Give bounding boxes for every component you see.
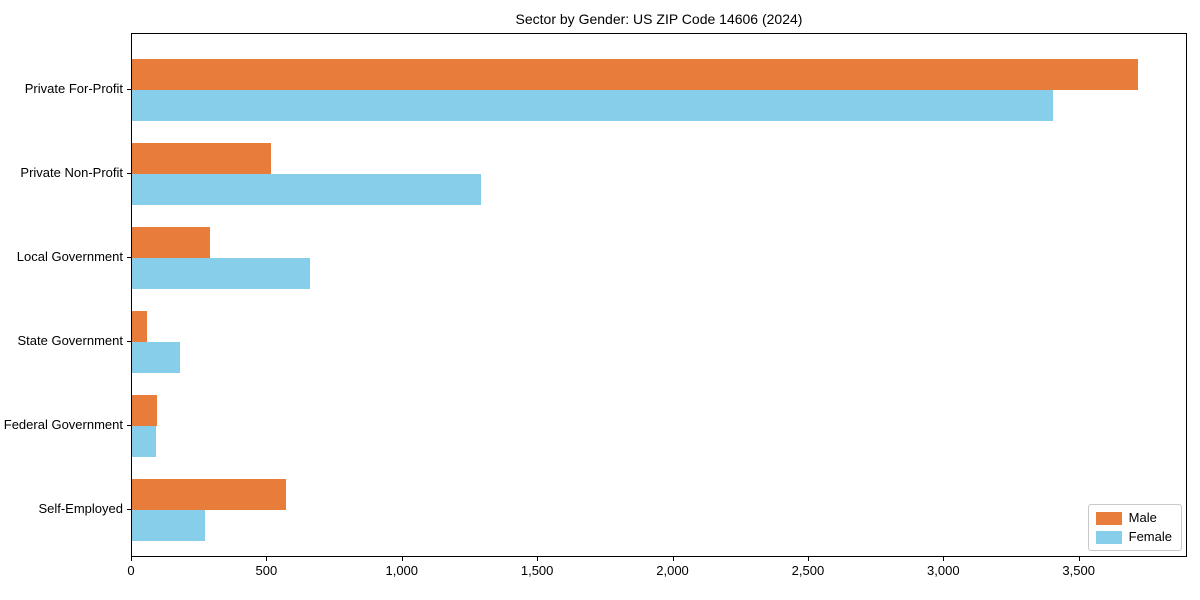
bar-male-self-employed — [132, 478, 287, 510]
bar-female-private-non-profit — [132, 173, 481, 205]
y-tick-label-local-government: Local Government — [16, 248, 123, 264]
x-tick-label-3-500: 3,500 — [1062, 563, 1095, 578]
legend-swatch-male-icon — [1095, 511, 1122, 525]
x-tick-label-1-000: 1,000 — [385, 563, 419, 578]
legend-label-female: Female — [1128, 529, 1172, 544]
y-tick-label-private-non-profit: Private Non-Profit — [20, 164, 123, 180]
bar-male-local-government — [132, 226, 211, 258]
bar-male-federal-government — [132, 394, 158, 426]
x-tick-2-000 — [672, 557, 674, 561]
plot-area: Male Female — [131, 33, 1187, 557]
bar-male-state-government — [132, 310, 147, 342]
x-tick-label-500: 500 — [255, 563, 278, 578]
x-tick-1-500 — [537, 557, 539, 561]
x-tick-label-2-000: 2,000 — [656, 563, 689, 578]
y-tick-label-self-employed: Self-Employed — [38, 500, 123, 516]
legend-item-female: Female — [1095, 529, 1172, 544]
bar-female-self-employed — [132, 509, 206, 541]
x-tick-label-3-000: 3,000 — [927, 563, 960, 578]
legend: Male Female — [1087, 504, 1182, 551]
bar-male-private-non-profit — [132, 142, 272, 174]
x-tick-3-500 — [1078, 557, 1080, 561]
x-tick-label-0: 0 — [127, 563, 135, 578]
y-tick-label-private-for-profit: Private For-Profit — [24, 80, 123, 96]
x-tick-500 — [266, 557, 268, 561]
y-tick-label-federal-government: Federal Government — [3, 416, 123, 432]
bar-female-federal-government — [132, 425, 156, 457]
legend-item-male: Male — [1095, 510, 1172, 525]
x-tick-label-1-500: 1,500 — [520, 563, 554, 578]
x-tick-3-000 — [943, 557, 945, 561]
x-tick-1-000 — [401, 557, 403, 561]
chart-title: Sector by Gender: US ZIP Code 14606 (202… — [515, 11, 803, 27]
legend-label-male: Male — [1128, 510, 1157, 525]
x-tick-label-2-500: 2,500 — [791, 563, 825, 578]
y-tick-private-non-profit — [127, 172, 131, 174]
y-tick-label-state-government: State Government — [17, 332, 124, 348]
bar-female-private-for-profit — [132, 89, 1054, 121]
bar-male-private-for-profit — [132, 58, 1138, 90]
bar-female-local-government — [132, 257, 311, 289]
y-tick-state-government — [127, 340, 131, 342]
x-tick-0 — [131, 557, 132, 561]
legend-swatch-female-icon — [1095, 530, 1122, 544]
x-tick-2-500 — [807, 557, 809, 561]
bar-female-state-government — [132, 341, 180, 373]
y-tick-federal-government — [127, 424, 131, 426]
y-tick-private-for-profit — [127, 88, 131, 90]
y-tick-local-government — [127, 256, 131, 258]
y-tick-self-employed — [127, 508, 131, 510]
